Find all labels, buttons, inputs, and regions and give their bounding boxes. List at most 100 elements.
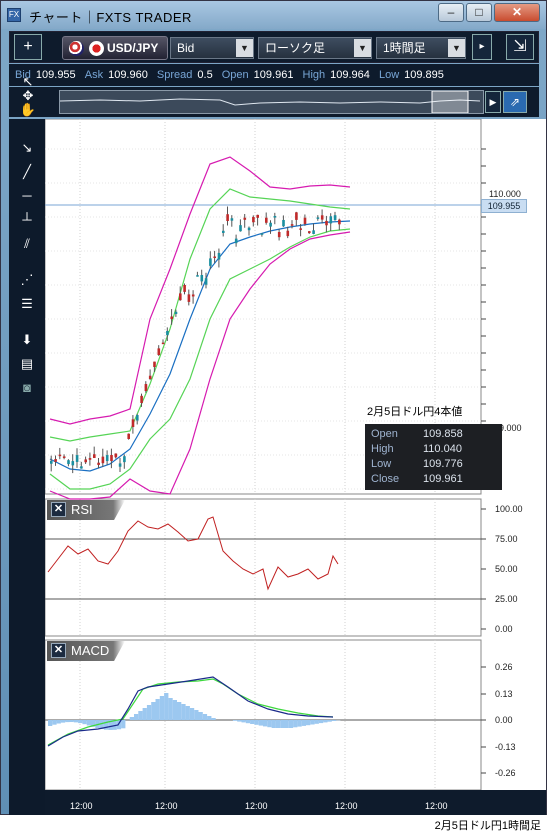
- moving-average-line: [49, 220, 351, 472]
- candle: [243, 217, 247, 220]
- footer: 2月5日ドル円1時間足: [0, 815, 547, 839]
- fibonacci-tool-icon[interactable]: ☰: [21, 296, 33, 311]
- rsi-axis-label: 0.00: [495, 624, 513, 634]
- macd-histogram-bar: [245, 720, 251, 724]
- price-axis-label: 109.000: [489, 423, 522, 433]
- navigator-preview: [59, 90, 481, 114]
- auto-scroll-icon[interactable]: ⇗: [503, 91, 527, 113]
- currency-pair-selector[interactable]: USD/JPY: [62, 36, 168, 60]
- candle: [295, 212, 298, 220]
- price-type-select[interactable]: Bid ▼: [170, 37, 254, 59]
- maximize-button[interactable]: □: [466, 3, 492, 22]
- scroll-right-icon[interactable]: ▶: [485, 91, 501, 113]
- macd-histogram-bar: [232, 720, 238, 721]
- minimize-button[interactable]: –: [438, 3, 464, 22]
- currency-pair-label: USD/JPY: [107, 41, 159, 55]
- candle: [303, 217, 307, 225]
- candle: [84, 459, 87, 463]
- macd-histogram-bar: [48, 720, 53, 726]
- candle: [333, 215, 337, 221]
- macd-histogram-bar: [267, 720, 272, 728]
- candle: [80, 466, 83, 469]
- macd-histogram-bar: [164, 693, 169, 720]
- candle: [136, 415, 139, 421]
- quote-bar: Bid 109.955 Ask 109.960 Spread 0.5 Open 109.…: [9, 64, 539, 86]
- list-icon[interactable]: ▤: [20, 356, 34, 371]
- close-rsi-icon[interactable]: ✕: [51, 502, 66, 517]
- macd-histogram-bar: [288, 720, 294, 728]
- candle: [174, 311, 178, 314]
- channel-tool-icon[interactable]: ⫽: [24, 236, 30, 251]
- macd-histogram-bar: [146, 705, 152, 720]
- candle: [338, 219, 341, 225]
- ohlc-title: 2月5日ドル円4本値: [367, 406, 463, 418]
- camera-icon[interactable]: ◙: [23, 380, 31, 395]
- macd-axis-label: -0.26: [495, 768, 516, 778]
- fan-tool-icon[interactable]: ⋰: [20, 272, 34, 287]
- candle: [222, 230, 225, 233]
- trendline-tool-icon[interactable]: ╱: [23, 164, 31, 179]
- bollinger-lower-line: [49, 231, 351, 500]
- detach-window-button[interactable]: ⇲: [506, 34, 534, 60]
- macd-histogram-bar: [103, 720, 109, 730]
- spread-value: 0.5: [197, 69, 213, 81]
- low-value: 109.895: [404, 69, 444, 81]
- jp-flag-icon: [89, 41, 104, 56]
- macd-histogram-bar: [138, 711, 143, 720]
- chart-type-select[interactable]: ローソク足 ▼: [258, 37, 372, 59]
- horizontal-line-icon[interactable]: ─: [22, 188, 32, 203]
- bid-value: 109.955: [35, 69, 76, 81]
- vertical-line-icon[interactable]: ┴: [22, 212, 32, 227]
- candle: [277, 232, 281, 238]
- us-flag-icon: [69, 41, 84, 56]
- chart-area[interactable]: 110.000 109.000 100.00 75.00 50.00 25.00 0.00 0…: [44, 118, 546, 816]
- navigator-scrollbar[interactable]: [59, 90, 484, 114]
- pointer-icon[interactable]: ↖: [22, 74, 34, 89]
- macd-histogram-bar: [241, 720, 246, 723]
- add-chart-button[interactable]: +: [14, 34, 42, 60]
- candle: [265, 217, 268, 223]
- candle: [67, 460, 70, 465]
- candle: [226, 214, 229, 222]
- macd-histogram-bar: [318, 720, 324, 724]
- macd-histogram-bar: [306, 720, 311, 726]
- candle: [140, 395, 143, 403]
- ohlc-row: High 110.040: [371, 443, 462, 455]
- rsi-axis-label: 100.00: [495, 504, 523, 514]
- macd-histogram-bar: [91, 720, 96, 727]
- close-button[interactable]: ✕: [494, 3, 540, 22]
- rsi-line: [47, 516, 339, 591]
- rsi-axis-label: 25.00: [495, 594, 518, 604]
- scroll-tabs-icon[interactable]: ▸: [472, 34, 492, 60]
- download-icon[interactable]: ⬇: [21, 332, 33, 347]
- macd-histogram-bar: [331, 720, 337, 721]
- candle: [101, 456, 105, 464]
- macd-histogram-bar: [194, 710, 199, 720]
- macd-histogram-bar: [172, 700, 177, 720]
- close-macd-icon[interactable]: ✕: [51, 643, 66, 658]
- current-price-tag: 109.955: [481, 199, 527, 213]
- candle: [187, 294, 191, 302]
- macd-histogram-bar: [237, 720, 242, 722]
- cursor-tool-icon[interactable]: ↘: [21, 140, 33, 155]
- ask-value: 109.960: [108, 69, 148, 81]
- macd-histogram-bar: [112, 720, 117, 730]
- candle: [239, 225, 242, 232]
- macd-histogram-bar: [258, 720, 263, 726]
- chevron-down-icon: ▼: [236, 39, 253, 57]
- macd-histogram-bar: [185, 706, 190, 720]
- high-label: High: [302, 69, 326, 81]
- candle: [252, 216, 255, 223]
- crosshair-icon[interactable]: ✥: [22, 88, 34, 103]
- macd-panel: [44, 639, 482, 791]
- macd-histogram-bar: [284, 720, 289, 728]
- title-bar[interactable]: FX チャート｜FXTS TRADER – □ ✕: [1, 1, 546, 29]
- candle: [97, 462, 100, 465]
- timeframe-select[interactable]: 1時間足 ▼: [376, 37, 466, 59]
- hand-icon[interactable]: ✋: [19, 102, 37, 117]
- macd-histogram-bar: [207, 716, 212, 720]
- macd-histogram-bar: [129, 717, 134, 720]
- macd-histogram-bar: [69, 720, 74, 723]
- candle: [71, 461, 75, 466]
- bollinger-inner-lower-line: [49, 228, 351, 490]
